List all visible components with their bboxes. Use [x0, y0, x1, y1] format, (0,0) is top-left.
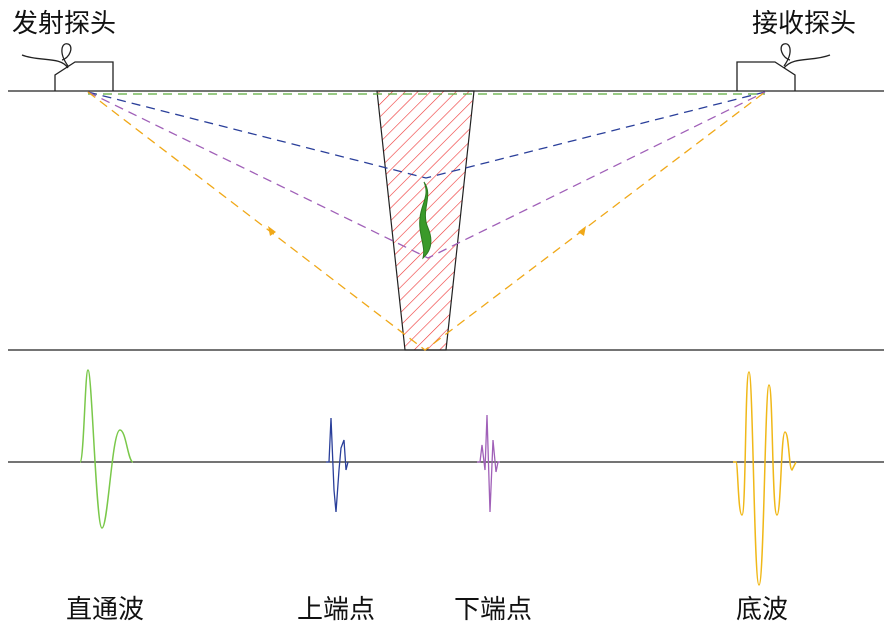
crack — [419, 181, 432, 260]
transmitter-label: 发射探头 — [12, 9, 116, 39]
lateral-wave — [79, 369, 134, 529]
lower-tip-wave — [477, 414, 500, 513]
receiver-label: 接收探头 — [752, 9, 856, 39]
backwall-ray — [87, 91, 766, 351]
arrow — [578, 226, 586, 236]
receiver-probe — [736, 43, 831, 91]
wave-label: 下端点 — [454, 595, 532, 625]
upper-tip-wave — [326, 417, 349, 513]
arrow — [268, 226, 276, 236]
backwall-wave — [733, 371, 797, 586]
wave-label: 直通波 — [66, 595, 144, 625]
lower-tip-ray — [87, 91, 766, 259]
upper-tip-ray — [87, 91, 766, 179]
transmitter-probe — [21, 43, 114, 91]
wave-label: 上端点 — [297, 595, 375, 625]
wave-label: 底波 — [736, 595, 788, 625]
